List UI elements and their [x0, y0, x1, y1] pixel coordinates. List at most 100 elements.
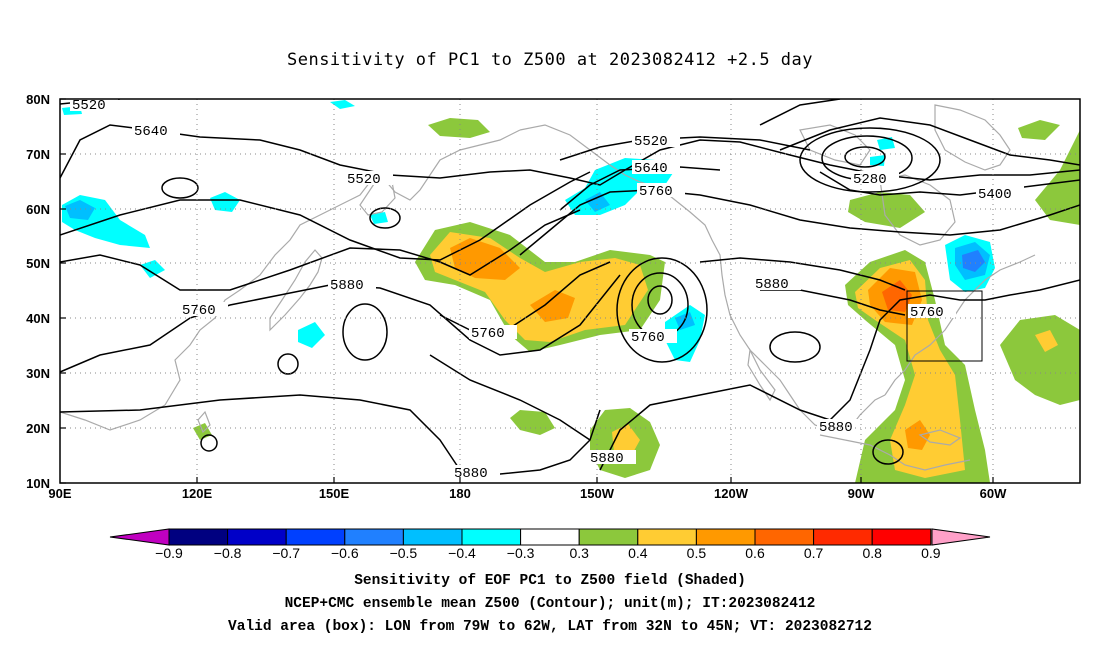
contour-high-pacific — [342, 303, 388, 361]
lat-label: 70N — [26, 147, 50, 162]
contour-label: 5760 — [182, 303, 216, 319]
lon-label: 180 — [449, 486, 471, 501]
contour-high-ph — [200, 434, 218, 452]
colorbar-box — [871, 528, 932, 546]
contour-5880-e — [599, 279, 1080, 471]
contour-label: 5520 — [347, 172, 381, 188]
graticule — [60, 99, 1080, 483]
contour-label: 5640 — [634, 161, 668, 177]
coast-cuba — [918, 429, 962, 446]
shade-lightblue-ak — [585, 192, 610, 212]
contour-label: 5880 — [590, 451, 624, 467]
caption-line-3: Valid area (box): LON from 79W to 62W, L… — [228, 619, 872, 635]
lat-label: 80N — [26, 92, 50, 107]
lat-label: 10N — [26, 476, 50, 491]
shade-cyan-west — [665, 305, 705, 362]
lon-label: 90W — [848, 486, 875, 501]
colorbar-box — [813, 528, 873, 546]
contour-5400-outer — [799, 127, 941, 193]
contour-high-sw — [769, 331, 821, 363]
valid-area-box — [906, 290, 983, 362]
colorbar-label: 0.9 — [921, 545, 941, 561]
coast-baja — [747, 347, 776, 402]
shade-cyan-small-4 — [330, 100, 355, 109]
lon-label: 120E — [182, 486, 213, 501]
contour-label: 5880 — [755, 277, 789, 293]
colorbar-box — [461, 528, 522, 546]
colorbar-box — [227, 528, 287, 546]
contour-label: 5520 — [634, 134, 668, 150]
coast-asia — [60, 129, 521, 431]
contour-label: 5760 — [631, 330, 665, 346]
shade-green-trop-2 — [510, 410, 555, 435]
colorbar-box — [285, 528, 346, 546]
colorbar-label: 0.7 — [804, 545, 824, 561]
coast-hudson — [879, 174, 956, 246]
shade-cyan-small-5 — [877, 137, 895, 150]
contour-5520-e — [759, 99, 841, 126]
colorbar-left-tip — [109, 528, 170, 546]
colorbar-label: 0.3 — [569, 545, 589, 561]
lon-label: 120W — [714, 486, 749, 501]
contour-trough-outer — [616, 257, 708, 363]
contour-5520-b — [559, 136, 811, 161]
contour-trough-inner — [647, 285, 673, 315]
contour-5760-e — [699, 257, 906, 291]
shade-red-eastus — [882, 280, 912, 312]
contour-label: 5760 — [910, 305, 944, 321]
coast-gulf — [819, 434, 971, 471]
colorbar-label: −0.9 — [155, 545, 183, 561]
lat-label: 40N — [26, 311, 50, 326]
contour-label: 5880 — [330, 278, 364, 294]
shade-orange-pacific-2 — [530, 290, 575, 322]
shade-yellow-atl — [1035, 330, 1058, 352]
colorbar-box — [754, 528, 815, 546]
colorbar-label: 0.4 — [628, 545, 648, 561]
chart-title: Sensitivity of PC1 to Z500 at 2023082412… — [286, 50, 813, 70]
caption-line-2: NCEP+CMC ensemble mean Z500 (Contour); u… — [284, 596, 816, 612]
coast-na-east — [884, 254, 1036, 396]
lat-labels: 80N 70N 60N 50N 40N 30N 20N 10N — [26, 92, 50, 491]
shade-green-bering — [428, 118, 490, 138]
colorbar-box — [695, 528, 756, 546]
contour-low-kamchatka — [369, 207, 401, 229]
contour-5760-w — [60, 209, 581, 291]
contour-low-siberia — [161, 177, 199, 199]
lon-label: 150W — [580, 486, 615, 501]
axis-ticks — [60, 98, 994, 484]
coast-japan — [269, 249, 323, 332]
colorbar-label: −0.8 — [214, 545, 242, 561]
colorbar-label: 0.8 — [862, 545, 882, 561]
shade-cyan-small-2 — [140, 260, 165, 278]
contour-label: 5640 — [134, 124, 168, 140]
contour-5280-inner — [844, 146, 886, 168]
lon-label: 60W — [980, 486, 1007, 501]
contour-5880-s — [60, 394, 601, 476]
coast-taiwan — [197, 410, 211, 434]
shade-lightblue-siberia — [65, 200, 95, 220]
shade-green-atl — [1000, 315, 1080, 405]
coast-arctic-isles — [799, 124, 871, 166]
colorbar-box — [578, 528, 639, 546]
shade-green-ne — [1035, 130, 1080, 225]
colorbar-box — [168, 528, 229, 546]
contour-high-china — [277, 353, 299, 375]
colorbar-box — [344, 528, 404, 546]
colorbar-label: −0.4 — [448, 545, 476, 561]
lon-labels: 90E 120E 150E 180 150W 120W 90W 60W — [48, 486, 1007, 501]
shade-cyan-small-3 — [298, 322, 325, 348]
contour-5640-north — [60, 124, 1080, 186]
colorbar: −0.9 −0.8 −0.7 −0.6 −0.5 −0.4 −0.3 0.3 0.4 0.5 0.6… — [109, 528, 991, 561]
contour-5640-b — [559, 166, 721, 211]
colorbar-right-tip — [931, 528, 991, 546]
contour-label: 5280 — [853, 172, 887, 188]
contour-5760-lower — [429, 354, 591, 441]
shade-cyan-small-7 — [370, 212, 388, 224]
contour-label: 5520 — [72, 98, 106, 114]
colorbar-label: 0.6 — [745, 545, 765, 561]
contour-5760-trough — [439, 261, 611, 331]
shade-orange-pacific-1 — [450, 238, 520, 280]
contour-5760-ak — [519, 189, 1080, 256]
contour-label: 5760 — [471, 326, 505, 342]
shade-orange-gulf — [905, 420, 930, 450]
